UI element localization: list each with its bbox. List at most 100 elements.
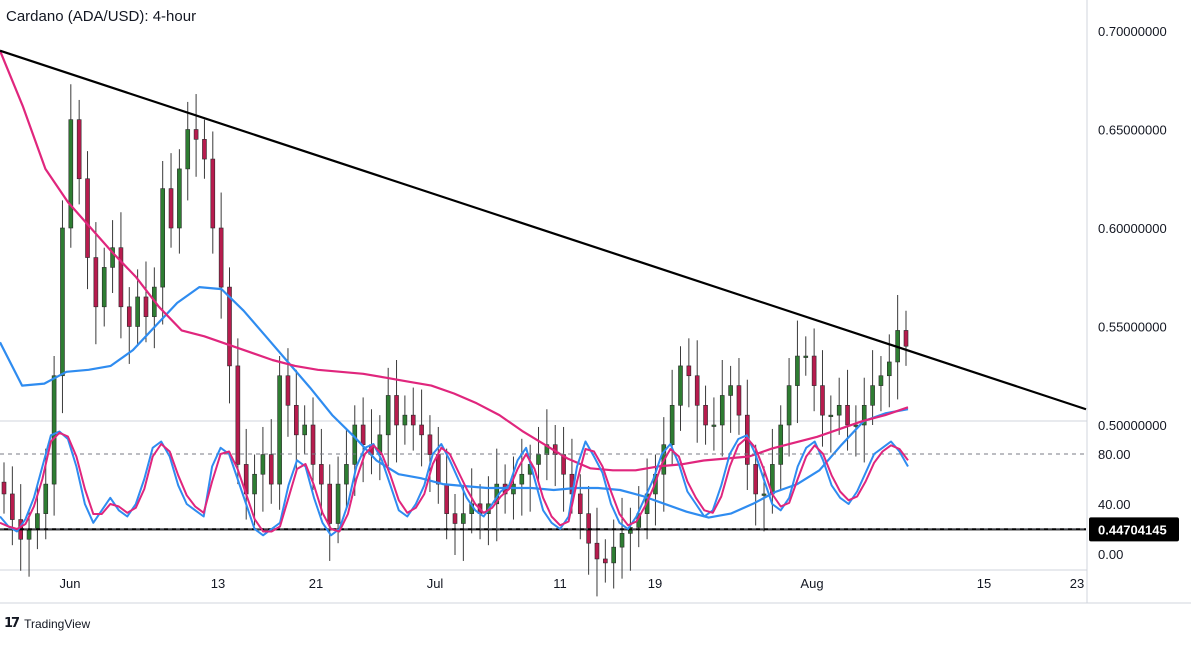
oscillator-axis-labels: 80.00 40.00 0.00 bbox=[1098, 447, 1131, 562]
candle-body bbox=[711, 424, 717, 427]
brand-footer[interactable]: 17 TradingView bbox=[4, 616, 90, 631]
candle-body bbox=[68, 119, 74, 229]
candle-body bbox=[177, 168, 182, 229]
price-tick-label: 0.65000000 bbox=[1098, 123, 1167, 138]
candle-body bbox=[185, 129, 191, 170]
candle-body bbox=[235, 365, 241, 465]
candle-body bbox=[611, 546, 616, 564]
candle-body bbox=[327, 483, 333, 524]
candle-body bbox=[143, 296, 149, 317]
candle-body bbox=[302, 424, 307, 436]
oscillator-tick-label: 0.00 bbox=[1098, 547, 1123, 562]
candle-body bbox=[310, 424, 316, 465]
oscillator-tick-label: 80.00 bbox=[1098, 447, 1131, 462]
candle-body bbox=[786, 385, 792, 426]
candle-body bbox=[753, 464, 758, 495]
candle-body bbox=[193, 129, 199, 140]
candle-body bbox=[168, 188, 174, 229]
candle-body bbox=[728, 385, 733, 396]
candle-body bbox=[444, 483, 449, 514]
candle-body bbox=[669, 404, 675, 445]
candle-body bbox=[811, 355, 817, 386]
candle-body bbox=[686, 365, 692, 377]
candle-body bbox=[410, 414, 416, 426]
candle-body bbox=[260, 454, 266, 475]
candle-body bbox=[736, 385, 742, 416]
moving-average-blue bbox=[0, 286, 909, 519]
time-axis-labels: Jun 13 21 Jul 11 19 Aug 15 23 bbox=[60, 576, 1085, 591]
candle-body bbox=[344, 464, 349, 485]
descending-trendline[interactable] bbox=[0, 49, 1087, 411]
candle-body bbox=[878, 375, 884, 386]
candle-body bbox=[93, 257, 99, 308]
candle-body bbox=[110, 247, 115, 268]
price-tag-box bbox=[1089, 517, 1179, 542]
moving-average-blue-line bbox=[0, 286, 909, 519]
candle-body bbox=[561, 454, 566, 475]
candle-body bbox=[118, 247, 124, 308]
candle-body bbox=[795, 355, 800, 386]
candle-body bbox=[903, 330, 909, 347]
candle-body bbox=[594, 542, 600, 560]
candle-body bbox=[678, 365, 683, 406]
candle-body bbox=[803, 355, 809, 358]
candle-body bbox=[435, 454, 441, 485]
chart-title: Cardano (ADA/USD): 4-hour bbox=[6, 8, 197, 25]
candle-body bbox=[703, 404, 708, 426]
candle-body bbox=[360, 424, 366, 446]
price-tick-label: 0.60000000 bbox=[1098, 221, 1167, 236]
current-price-tag: 0.44704145 bbox=[1089, 517, 1179, 542]
candle-body bbox=[135, 296, 140, 327]
candle-body bbox=[268, 454, 274, 485]
candle-body bbox=[861, 404, 867, 426]
candle-body bbox=[694, 375, 700, 406]
price-tag-label: 0.44704145 bbox=[1098, 522, 1167, 537]
candle-body bbox=[886, 361, 892, 377]
price-tick-label: 0.50000000 bbox=[1098, 418, 1167, 433]
candle-body bbox=[452, 513, 458, 524]
candle-body bbox=[828, 414, 834, 417]
trendline-segment bbox=[0, 49, 1087, 411]
candle-body bbox=[820, 385, 825, 416]
time-tick-label: 23 bbox=[1070, 576, 1084, 591]
time-tick-label: Jul bbox=[427, 576, 444, 591]
candle-body bbox=[10, 493, 15, 520]
candle-body bbox=[85, 178, 90, 258]
time-tick-label: 21 bbox=[309, 576, 323, 591]
brand-name: TradingView bbox=[24, 616, 91, 631]
candle-body bbox=[385, 395, 391, 436]
candle-body bbox=[160, 188, 165, 288]
time-tick-label: 11 bbox=[553, 576, 567, 591]
candle-body bbox=[402, 414, 408, 426]
candle-body bbox=[294, 404, 299, 436]
oscillator-k-line bbox=[0, 430, 909, 537]
candle-body bbox=[227, 286, 232, 367]
oscillator-d-line bbox=[0, 431, 909, 533]
candle-body bbox=[836, 404, 842, 416]
candle-body bbox=[101, 267, 107, 308]
time-tick-label: 15 bbox=[977, 576, 991, 591]
candle-body bbox=[536, 454, 541, 465]
time-tick-label: Jun bbox=[60, 576, 81, 591]
candle-body bbox=[335, 483, 341, 524]
candle-body bbox=[870, 385, 875, 406]
time-tick-label: 19 bbox=[648, 576, 662, 591]
price-tick-label: 0.70000000 bbox=[1098, 24, 1167, 39]
candle-body bbox=[252, 473, 257, 495]
candle-body bbox=[845, 404, 850, 426]
candle-body bbox=[394, 395, 399, 426]
candle-body bbox=[419, 424, 424, 436]
price-axis-labels: 0.70000000 0.65000000 0.60000000 0.55000000… bbox=[1098, 24, 1167, 433]
candle-body bbox=[853, 424, 859, 427]
candle-body bbox=[126, 306, 132, 327]
candle-body bbox=[26, 529, 32, 540]
candle-body bbox=[603, 558, 608, 564]
candle-body bbox=[719, 395, 725, 426]
candle-body bbox=[43, 483, 49, 514]
candle-body bbox=[277, 375, 282, 485]
oscillator-tick-label: 40.00 bbox=[1098, 497, 1131, 512]
candle-body bbox=[210, 158, 216, 229]
time-tick-label: 13 bbox=[211, 576, 225, 591]
candle-body bbox=[519, 473, 525, 485]
